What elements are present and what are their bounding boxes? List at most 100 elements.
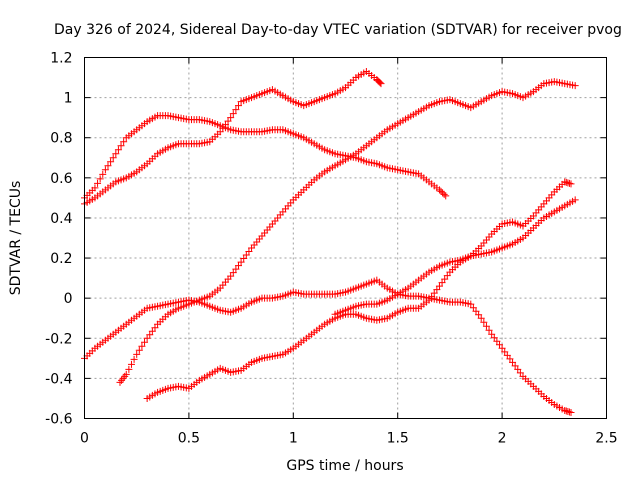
data-point: [117, 142, 125, 150]
y-tick-label: 0.2: [50, 251, 72, 267]
data-point: [565, 408, 573, 416]
data-point: [506, 355, 514, 363]
data-point: [488, 330, 496, 338]
data-point: [443, 272, 451, 280]
x-axis-label: GPS time / hours: [286, 458, 403, 474]
data-point: [564, 407, 572, 415]
data-point: [562, 407, 570, 415]
data-point: [112, 150, 120, 158]
data-point: [435, 282, 443, 290]
data-point: [482, 322, 490, 330]
data-point: [101, 166, 109, 174]
data-point: [567, 180, 575, 188]
data-point: [509, 358, 517, 366]
data-point: [107, 158, 115, 166]
data-point: [125, 365, 133, 373]
data-point: [151, 324, 159, 332]
data-point: [565, 179, 573, 187]
x-tick-label: 1: [289, 431, 298, 447]
data-point: [229, 269, 237, 277]
data-point: [439, 189, 447, 197]
data-point: [130, 355, 138, 363]
data-point: [91, 184, 99, 192]
data-point: [467, 300, 475, 308]
data-point: [477, 314, 485, 322]
y-tick-label: 1: [64, 91, 73, 107]
data-point: [143, 334, 151, 342]
y-tick-label: 0.6: [50, 171, 72, 187]
data-point: [232, 106, 240, 114]
data-point: [440, 190, 448, 198]
data-point: [472, 307, 480, 315]
data-point: [229, 110, 237, 118]
data-point: [232, 265, 240, 273]
y-tick-label: 0.4: [50, 211, 72, 227]
data-point: [567, 408, 575, 416]
y-axis-label: SDTVAR / TECUs: [8, 181, 24, 296]
data-point: [511, 362, 519, 370]
y-tick-label: -0.2: [45, 331, 72, 347]
data-point: [104, 162, 112, 170]
data-point: [242, 251, 250, 259]
data-point: [227, 272, 235, 280]
data-points: [81, 68, 579, 416]
axis-ticks: [84, 57, 607, 419]
data-point: [495, 341, 503, 349]
data-point: [430, 289, 438, 297]
data-point: [493, 337, 501, 345]
data-point: [437, 187, 445, 195]
x-tick-labels: 0 0.5 1 1.5 2 2.5: [80, 431, 618, 447]
x-tick-label: 2: [498, 431, 507, 447]
data-point: [122, 370, 130, 378]
data-point: [425, 296, 433, 304]
y-tick-label: -0.6: [45, 412, 72, 428]
data-point: [127, 360, 135, 368]
x-tick-label: 0.5: [178, 431, 200, 447]
data-point: [135, 346, 143, 354]
data-point: [234, 102, 242, 110]
data-point: [475, 311, 483, 319]
data-point: [503, 351, 511, 359]
data-point: [480, 318, 488, 326]
series-track-3: [81, 276, 575, 416]
data-point: [571, 82, 579, 90]
data-point: [564, 179, 572, 187]
data-point: [221, 121, 229, 129]
series-track-2: [81, 68, 385, 208]
data-point: [120, 138, 128, 146]
series-track-4: [116, 78, 579, 386]
data-point: [133, 350, 141, 358]
data-point: [498, 344, 506, 352]
data-point: [561, 406, 569, 414]
data-point: [146, 331, 154, 339]
data-point: [561, 178, 569, 186]
gridlines: [84, 57, 607, 419]
data-point: [224, 117, 232, 125]
data-point: [469, 304, 477, 312]
data-point: [245, 248, 253, 256]
data-point: [114, 146, 122, 154]
y-tick-label: 0: [64, 291, 73, 307]
data-point: [216, 128, 224, 136]
data-point: [428, 293, 436, 301]
data-point: [234, 262, 242, 270]
y-tick-label: -0.4: [45, 371, 72, 387]
data-point: [219, 124, 227, 132]
data-point: [435, 186, 443, 194]
x-tick-label: 2.5: [595, 431, 617, 447]
data-point: [571, 196, 579, 204]
y-tick-labels: -0.6 -0.4 -0.2 0 0.2 0.4 0.6 0.8 1 1.2: [45, 51, 72, 428]
x-tick-label: 1.5: [387, 431, 409, 447]
data-point: [514, 365, 522, 373]
data-point: [490, 334, 498, 342]
data-point: [96, 175, 104, 183]
data-point: [227, 114, 235, 122]
data-point: [138, 342, 146, 350]
y-tick-label: 0.8: [50, 131, 72, 147]
data-point: [376, 79, 384, 87]
data-point: [562, 178, 570, 186]
data-point: [94, 179, 102, 187]
data-point: [109, 154, 117, 162]
series-track-5: [143, 196, 579, 402]
